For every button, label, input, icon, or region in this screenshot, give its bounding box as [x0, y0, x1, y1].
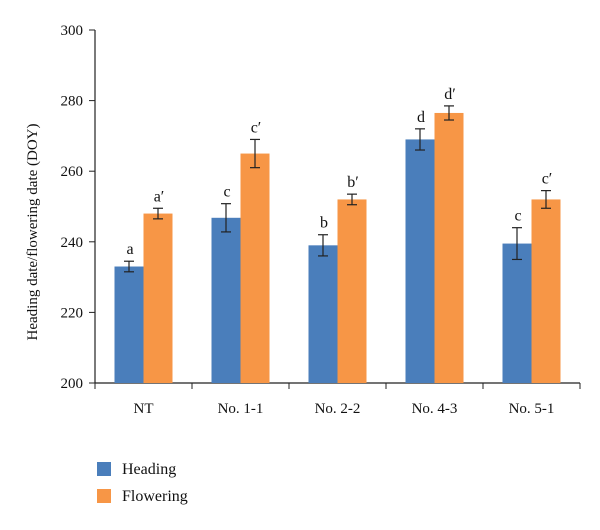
- bar-flowering: [531, 199, 561, 383]
- significance-label: b′: [347, 174, 359, 191]
- bar-heading: [114, 266, 144, 383]
- legend-swatch-flowering: [97, 489, 111, 503]
- y-axis-title: Heading date/flowering date (DOY): [25, 123, 41, 340]
- legend-swatch-heading: [97, 462, 111, 476]
- bar-flowering: [143, 213, 173, 383]
- bar-heading: [502, 243, 532, 383]
- y-tick-label: 280: [61, 94, 84, 110]
- x-tick-label: No. 5-1: [509, 401, 555, 417]
- legend: Heading Flowering: [97, 461, 188, 505]
- significance-label: d′: [444, 86, 456, 103]
- y-tick-label: 240: [61, 235, 84, 251]
- significance-label: c′: [542, 171, 553, 188]
- bar-heading: [405, 139, 435, 383]
- legend-label: Heading: [122, 461, 176, 478]
- significance-label: a′: [154, 188, 165, 205]
- x-tick-label: NT: [134, 401, 154, 417]
- x-tick-label: No. 4-3: [412, 401, 458, 417]
- y-tick-label: 260: [61, 164, 84, 180]
- axes: [89, 29, 581, 389]
- significance-label: c′: [251, 119, 262, 136]
- x-tick-label: No. 2-2: [315, 401, 361, 417]
- y-tick-label: 200: [61, 376, 84, 392]
- significance-label: b: [320, 215, 328, 232]
- bar-flowering: [240, 153, 270, 383]
- x-tick-label: No. 1-1: [218, 401, 264, 417]
- bar-heading: [211, 217, 241, 383]
- bar-heading: [308, 245, 338, 383]
- tick-labels: 200 220 240 260 280 300 NT No. 1-1 No. 2-2 No. 4-…: [61, 23, 555, 417]
- bars: [114, 112, 561, 383]
- y-tick-label: 220: [61, 305, 84, 321]
- bar-flowering: [434, 112, 464, 383]
- error-bars: [124, 105, 551, 273]
- bar-flowering: [337, 199, 367, 383]
- significance-label: c: [514, 208, 521, 225]
- significance-label: d: [417, 109, 425, 126]
- significance-label: a: [126, 241, 133, 258]
- legend-label: Flowering: [122, 488, 188, 505]
- y-tick-label: 300: [61, 23, 84, 39]
- significance-label: c: [223, 184, 230, 201]
- significance-labels: a a′ c c′ b b′ d d′ c c′: [126, 86, 552, 258]
